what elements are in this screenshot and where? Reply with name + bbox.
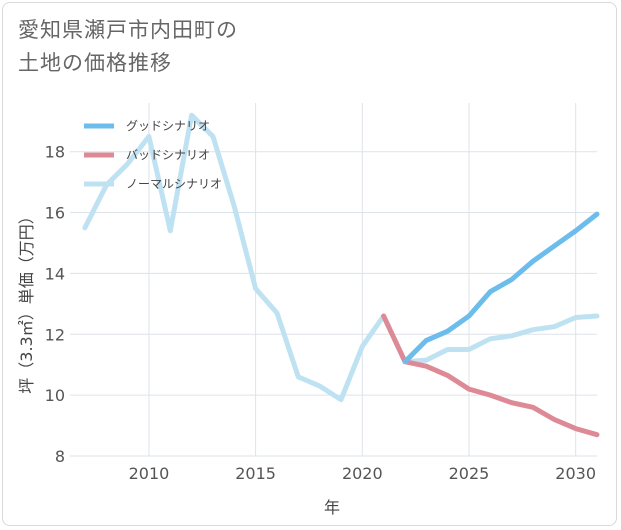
x-axis-label: 年: [324, 498, 340, 517]
y-tick-label: 18: [45, 143, 65, 162]
chart-card: [2, 2, 617, 526]
chart-title-line-2: 土地の価格推移: [18, 51, 172, 75]
legend-label: グッドシナリオ: [126, 119, 210, 133]
series-line-バッドシナリオ: [381, 313, 600, 438]
y-axis-ticks: 8 10 12 14 16 18: [45, 143, 65, 466]
series-line-ノーマルシナリオ: [82, 112, 600, 403]
legend-label: ノーマルシナリオ: [126, 177, 222, 191]
x-tick-label: 2020: [342, 464, 383, 483]
y-axis-label: 坪（3.3㎡）単価（万円）: [17, 208, 36, 393]
x-tick-label: 2015: [235, 464, 276, 483]
series-lines: [82, 112, 600, 438]
y-tick-label: 10: [45, 386, 65, 405]
y-tick-label: 16: [45, 204, 65, 223]
y-tick-label: 12: [45, 325, 65, 344]
y-tick-label: 8: [55, 447, 65, 466]
x-tick-label: 2025: [449, 464, 490, 483]
x-tick-label: 2030: [555, 464, 596, 483]
x-tick-label: 2010: [129, 464, 170, 483]
series-line-グッドシナリオ: [402, 211, 600, 365]
legend-label: バッドシナリオ: [126, 148, 210, 162]
x-axis-ticks: 2010 2015 2020 2025 2030: [129, 464, 596, 483]
y-tick-label: 14: [45, 264, 65, 283]
chart-title-line-1: 愛知県瀬戸市内田町の: [18, 18, 238, 42]
chart-title: 愛知県瀬戸市内田町の 土地の価格推移: [18, 14, 238, 80]
